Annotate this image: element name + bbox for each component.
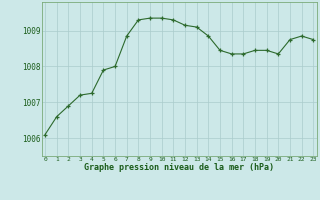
X-axis label: Graphe pression niveau de la mer (hPa): Graphe pression niveau de la mer (hPa) xyxy=(84,163,274,172)
